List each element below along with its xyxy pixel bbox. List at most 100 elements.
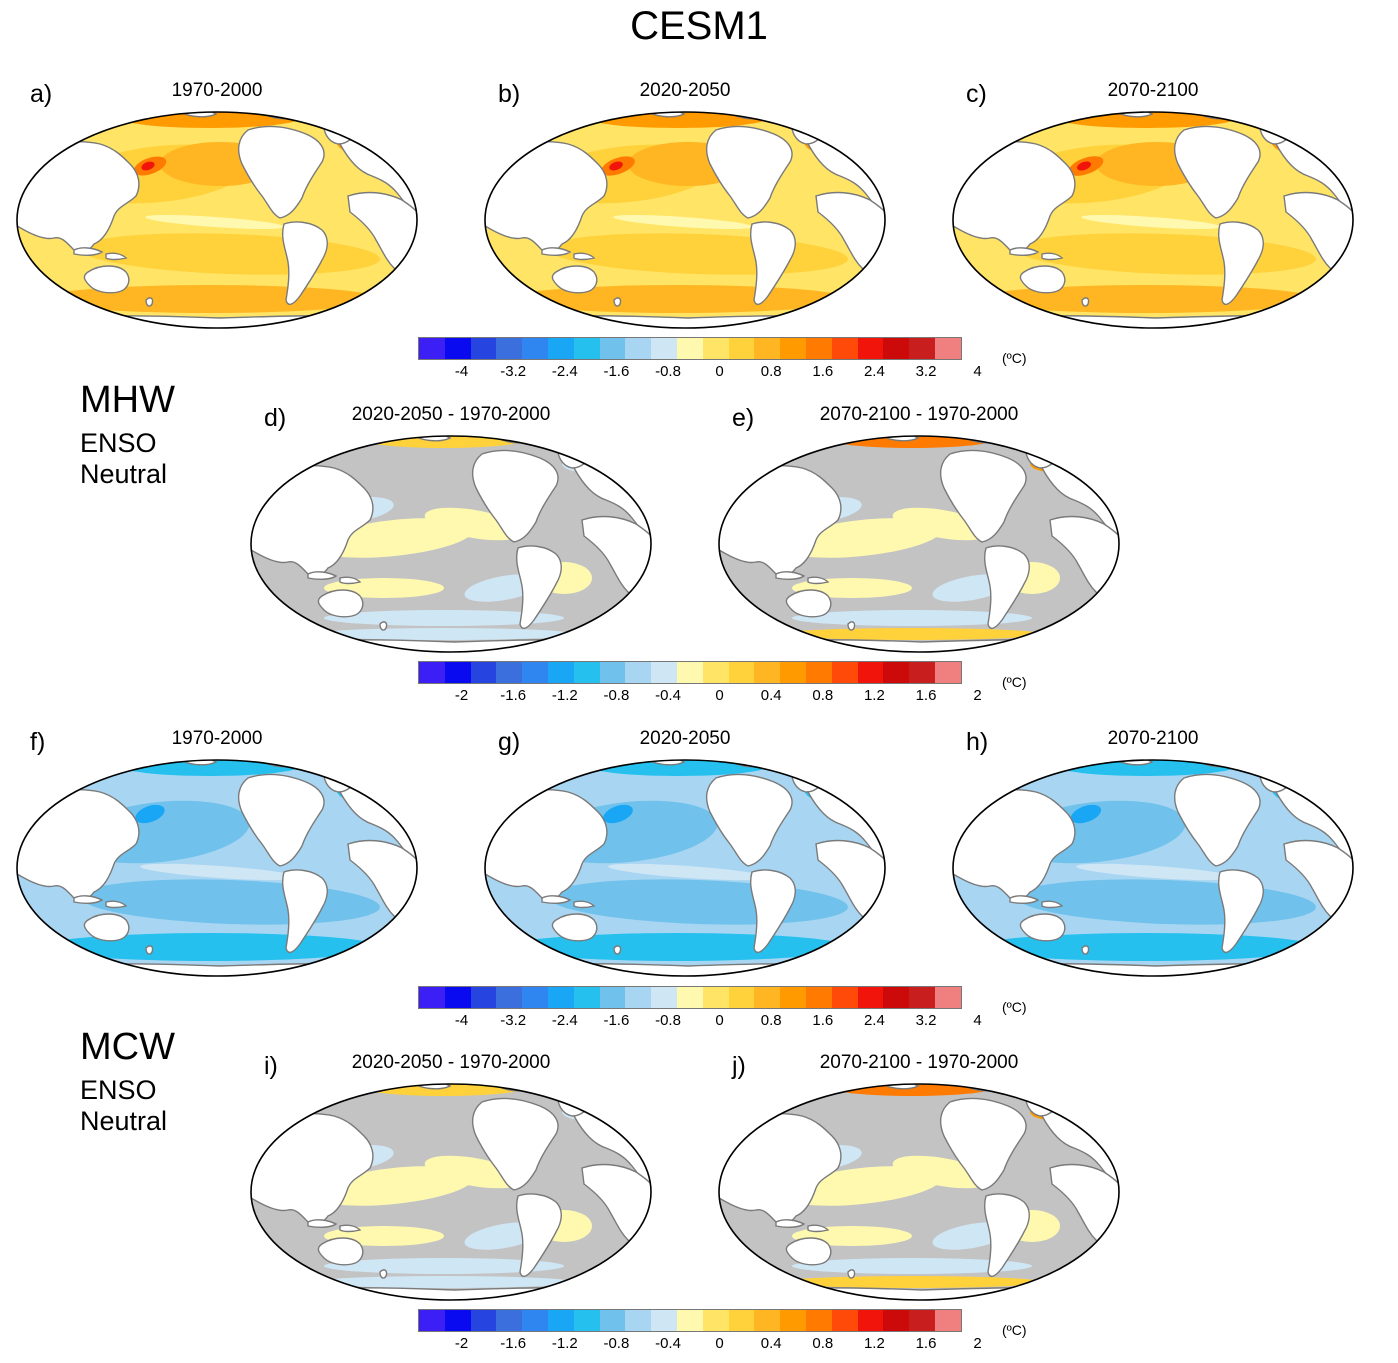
colorbar-swatch (831, 1310, 858, 1331)
colorbar-swatch (547, 987, 574, 1008)
colorbar-tick-label: 2.4 (863, 363, 885, 380)
australia-landmass (551, 265, 598, 294)
field-region (782, 628, 1042, 640)
colorbar-tick-label: -1.6 (603, 363, 630, 380)
section-line: ENSO (80, 428, 157, 458)
colorbar-tick-label: 0.4 (760, 687, 782, 704)
colorbar-tick-label: -0.8 (603, 687, 630, 704)
colorbar-tick-label: 1.6 (915, 1335, 937, 1352)
colorbar-tick-label: 1.2 (863, 687, 885, 704)
north-america-landmass (237, 773, 325, 867)
map-svg (250, 435, 652, 653)
nz-landmass (613, 297, 622, 307)
eurasia-landmass (251, 1113, 374, 1225)
north-america-landmass (471, 1097, 559, 1191)
colorbar-swatch (676, 1310, 703, 1331)
map-panel-g: g) 2020-2050 (478, 728, 892, 978)
north-america-landmass (939, 1097, 1027, 1191)
indonesia-landmass (775, 1219, 830, 1233)
north-america-landmass (705, 125, 793, 219)
colorbar-tick-label: 3.2 (915, 363, 937, 380)
colorbar-tick-label: 2.4 (863, 1012, 885, 1029)
indonesia-landmass (307, 571, 362, 585)
colorbar-swatch (522, 338, 548, 359)
map-panel-i: i) 2020-2050 - 1970-2000 (244, 1052, 658, 1302)
colorbar-swatch (934, 662, 961, 683)
eurasia-landmass (953, 789, 1076, 901)
map-outline (952, 111, 1354, 329)
colorbar-swatch (934, 338, 961, 359)
colorbar-swatch (625, 338, 652, 359)
colorbar-swatch (909, 987, 935, 1008)
eurasia-landmass (953, 141, 1076, 253)
map-svg (250, 1083, 652, 1301)
australia-landmass (1019, 265, 1066, 294)
indonesia-landmass (1009, 247, 1064, 261)
nz-landmass (1081, 945, 1090, 955)
map-outline (718, 1083, 1120, 1301)
map-field (485, 112, 885, 328)
colorbar-swatch (754, 662, 781, 683)
nz-landmass (613, 945, 622, 955)
colorbar-swatch (780, 1310, 806, 1331)
map-svg (952, 759, 1354, 977)
colorbar-ticks: -4 -3.2 -2.4 -1.6 -0.8 0 0.8 1.6 2.4 3.2 4 (418, 363, 998, 381)
colorbar-swatch (599, 987, 626, 1008)
colorbar-swatch (496, 662, 523, 683)
panel-title: 2020-2050 (639, 728, 731, 749)
nz-landmass (1081, 297, 1090, 307)
colorbar-swatch (676, 662, 703, 683)
colorbar-swatch (599, 1310, 626, 1331)
south-america-landmass (515, 1193, 562, 1278)
colorbar-tick-label: -3.2 (500, 1012, 527, 1029)
map-field (953, 760, 1353, 976)
colorbar-swatch (522, 1310, 548, 1331)
panel-title: 2070-2100 - 1970-2000 (819, 404, 1019, 425)
south-america-landmass (749, 869, 796, 954)
indonesia-landmass (775, 571, 830, 585)
south-america-landmass (281, 869, 328, 954)
colorbar-tick-label: 4 (973, 363, 982, 380)
colorbar-tick-label: -3.2 (500, 363, 527, 380)
colorbar-swatch (444, 662, 471, 683)
colorbar-swatch (857, 1310, 884, 1331)
colorbar-swatch (805, 338, 832, 359)
colorbar-swatch (599, 662, 626, 683)
colorbar-tick-label: -0.8 (655, 1012, 681, 1029)
colorbar-swatch (625, 1310, 652, 1331)
colorbar-swatch (780, 338, 806, 359)
indonesia-landmass (73, 895, 128, 909)
colorbar-ticks: -2 -1.6 -1.2 -0.8 -0.4 0 0.4 0.8 1.2 1.6 2 (418, 687, 998, 705)
map-field (953, 112, 1353, 328)
section-line: ENSO (80, 1075, 157, 1105)
field-region (145, 215, 285, 229)
colorbar-tick-label: -1.2 (551, 687, 578, 704)
colorbar-swatch (857, 987, 884, 1008)
colorbar-tick-label: -2.4 (551, 363, 578, 380)
section-name: MCW (80, 1026, 175, 1068)
eurasia-landmass (251, 465, 374, 577)
colorbar-swatch (857, 662, 884, 683)
nz-landmass (379, 621, 388, 631)
panel-label: e) (732, 404, 755, 432)
colorbar-swatch (419, 987, 445, 1008)
map-svg (718, 435, 1120, 653)
map-outline (484, 111, 886, 329)
field-region (1077, 161, 1091, 171)
colorbar-tick-label: 0.4 (760, 1335, 782, 1352)
map-panel-j: j) 2070-2100 - 1970-2000 (712, 1052, 1126, 1302)
colorbar-tick-label: 0 (715, 1012, 724, 1029)
colorbar-tick-label: 1.6 (812, 363, 834, 380)
map-outline (16, 759, 418, 977)
colorbar-swatch (470, 338, 497, 359)
colorbar-swatch (496, 338, 523, 359)
australia-landmass (785, 1237, 832, 1266)
south-america-landmass (1217, 221, 1264, 306)
map-panel-b: b) 2020-2050 (478, 80, 892, 330)
colorbar-tick-label: 0.8 (812, 1335, 834, 1352)
field-region (603, 804, 633, 824)
nz-landmass (847, 1269, 856, 1279)
colorbar-tick-label: -1.2 (551, 1335, 578, 1352)
map-field (485, 760, 885, 976)
south-america-landmass (983, 1193, 1030, 1278)
